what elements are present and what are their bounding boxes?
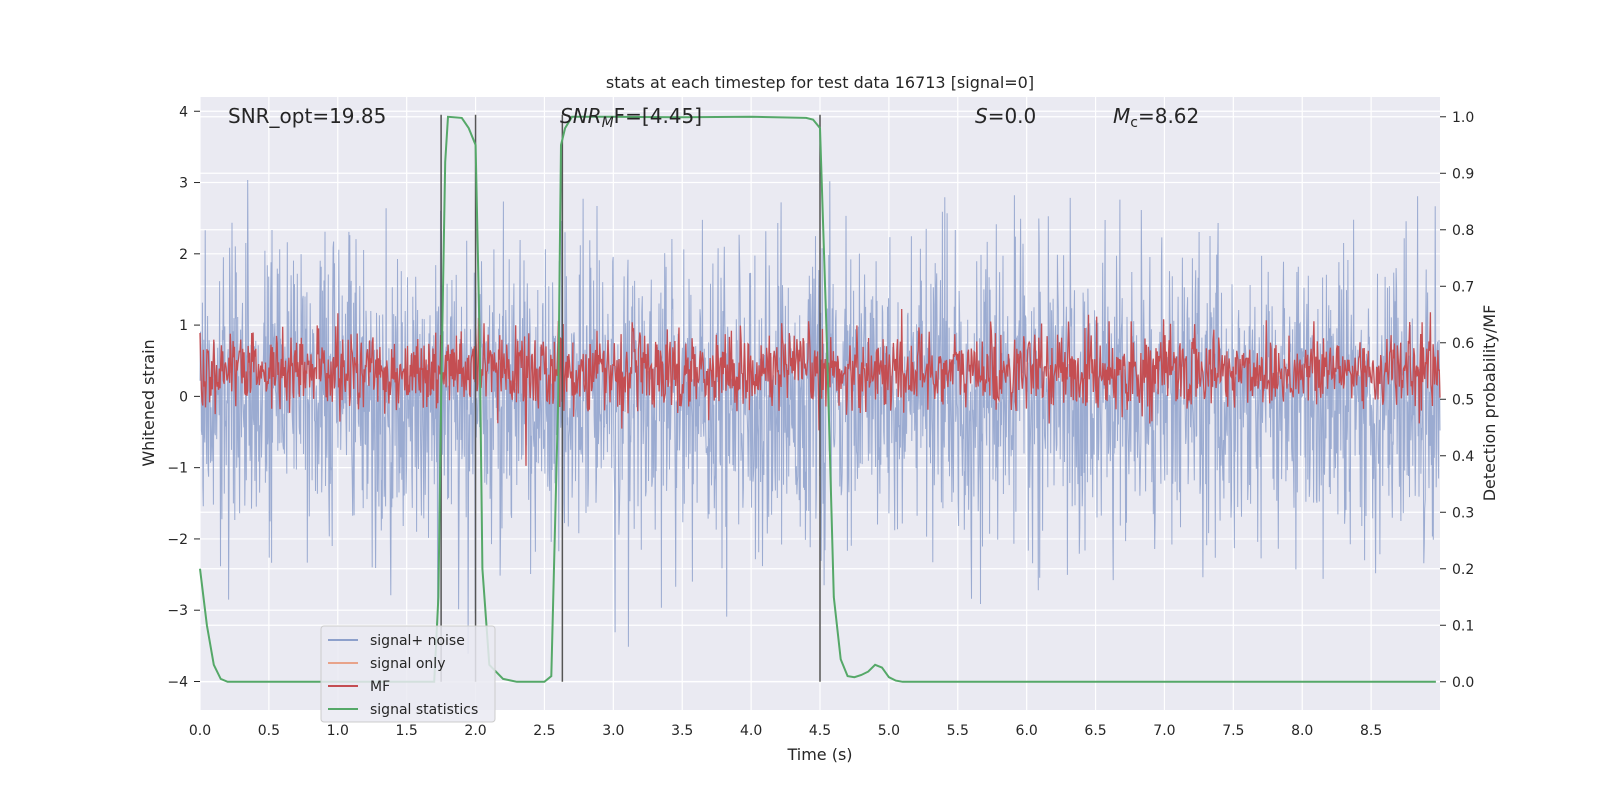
y2-tick-label-1: 0.9 (1452, 166, 1474, 182)
legend: signal+ noise signal only MF signal stat… (320, 625, 496, 723)
annotation-snr-mf-italic: SNR (560, 104, 602, 128)
annotation-mc-sub: c (1130, 115, 1138, 131)
x-tick-label-0: 0.0 (189, 723, 211, 739)
x-tick-label-16: 8.0 (1291, 723, 1313, 739)
y-tick-label-6: −2 (167, 532, 188, 548)
y2-tick-label-7: 0.3 (1452, 505, 1474, 521)
x-tick-label-11: 5.5 (947, 723, 969, 739)
annotation-mc-italic: M (1113, 104, 1130, 128)
legend-label-signal-only: signal only (370, 656, 445, 672)
x-tick-label-2: 1.0 (327, 723, 349, 739)
x-tick-label-14: 7.0 (1153, 723, 1175, 739)
legend-label-mf: MF (370, 679, 390, 695)
x-tick-label-9: 4.5 (809, 723, 831, 739)
y-tick-label-1: 3 (179, 176, 188, 192)
x-tick-label-15: 7.5 (1222, 723, 1244, 739)
annotation-s: S=0.0 (975, 104, 1036, 128)
y-tick-label-4: 0 (179, 389, 188, 405)
chart-title: stats at each timestep for test data 167… (606, 73, 1034, 92)
y2-tick-label-5: 0.5 (1452, 392, 1474, 408)
y2-tick-label-10: 0.0 (1452, 675, 1474, 691)
annotation-s-italic: S (975, 104, 988, 128)
x-tick-label-17: 8.5 (1360, 723, 1382, 739)
y-tick-label-8: −4 (167, 674, 188, 690)
y2-tick-label-4: 0.6 (1452, 336, 1474, 352)
annotation-mc-rest: =8.62 (1138, 104, 1199, 128)
y-axis-label: Whitened strain (139, 339, 158, 466)
y2-tick-label-6: 0.4 (1452, 449, 1474, 465)
annotation-s-rest: =0.0 (988, 104, 1037, 128)
annotation-snr-mf-sub: M (602, 115, 614, 131)
y2-tick-label-2: 0.8 (1452, 223, 1474, 239)
y-tick-label-7: −3 (167, 603, 188, 619)
x-tick-label-12: 6.0 (1016, 723, 1038, 739)
x-tick-label-13: 6.5 (1084, 723, 1106, 739)
x-ticks: 0.0 0.5 1.0 1.5 2.0 2.5 3.0 3.5 4.0 4.5 5.0 5.5 6.0 6… (189, 723, 1382, 739)
annotation-snr-mf: SNRMF=[4.45] (560, 104, 702, 131)
y2-tick-label-3: 0.7 (1452, 279, 1474, 295)
y2-ticks: 1.0 0.9 0.8 0.7 0.6 0.5 0.4 0.3 0.2 0.1 0.0 (1440, 110, 1474, 691)
y2-tick-label-0: 1.0 (1452, 110, 1474, 126)
y2-tick-label-8: 0.2 (1452, 562, 1474, 578)
x-tick-label-4: 2.0 (464, 723, 486, 739)
x-tick-label-10: 5.0 (878, 723, 900, 739)
x-axis-label: Time (s) (786, 745, 852, 764)
y2-tick-label-9: 0.1 (1452, 618, 1474, 634)
annotation-snr-mf-rest: F=[4.45] (614, 104, 702, 128)
legend-label-signal-noise: signal+ noise (370, 633, 465, 649)
legend-label-signal-statistics: signal statistics (370, 702, 478, 718)
annotation-mc: Mc=8.62 (1113, 104, 1199, 131)
y-tick-label-5: −1 (167, 461, 188, 477)
y2-axis-label: Detection probability/MF (1480, 305, 1499, 502)
x-tick-label-1: 0.5 (258, 723, 280, 739)
y-ticks: 4 3 2 1 0 −1 −2 −3 −4 (167, 104, 200, 690)
legend-box (320, 625, 496, 723)
annotation-snr-opt: SNR_opt=19.85 (228, 104, 386, 128)
x-tick-label-6: 3.0 (602, 723, 624, 739)
x-tick-label-3: 1.5 (396, 723, 418, 739)
x-tick-label-5: 2.5 (533, 723, 555, 739)
y-tick-label-2: 2 (179, 247, 188, 263)
y-tick-label-3: 1 (179, 318, 188, 334)
y-tick-label-0: 4 (179, 104, 188, 120)
x-tick-label-8: 4.0 (740, 723, 762, 739)
x-tick-label-7: 3.5 (671, 723, 693, 739)
